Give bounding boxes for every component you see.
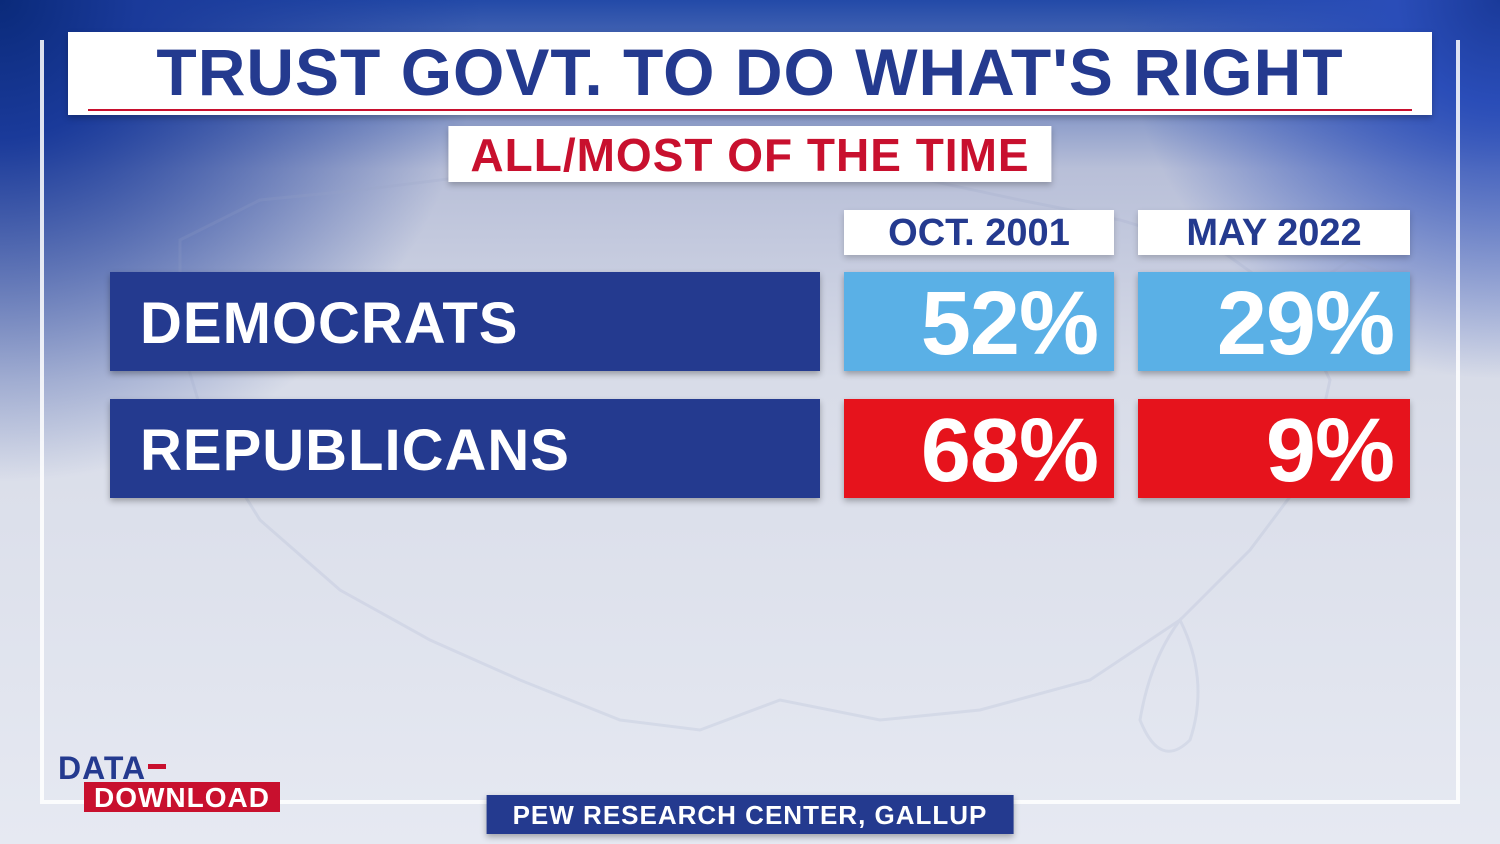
row-label-republicans: REPUBLICANS — [110, 399, 820, 498]
main-title: TRUST GOVT. TO DO WHAT'S RIGHT — [88, 38, 1412, 107]
cell-republicans-2022: 9% — [1138, 399, 1410, 498]
cell-democrats-2001: 52% — [844, 272, 1114, 371]
column-headers: OCT. 2001 MAY 2022 — [844, 210, 1410, 255]
cell-republicans-2001: 68% — [844, 399, 1114, 498]
subtitle: ALL/MOST OF THE TIME — [470, 128, 1029, 182]
logo-line1: DATA — [58, 750, 146, 786]
logo-line2: DOWNLOAD — [84, 782, 280, 812]
table-row: REPUBLICANS 68% 9% — [110, 399, 1410, 498]
column-header-2: MAY 2022 — [1138, 210, 1410, 255]
table-row: DEMOCRATS 52% 29% — [110, 272, 1410, 371]
table-rows: DEMOCRATS 52% 29% REPUBLICANS 68% 9% — [110, 272, 1410, 498]
cell-democrats-2022: 29% — [1138, 272, 1410, 371]
row-label-democrats: DEMOCRATS — [110, 272, 820, 371]
source-attribution: PEW RESEARCH CENTER, GALLUP — [487, 795, 1014, 834]
title-box: TRUST GOVT. TO DO WHAT'S RIGHT — [68, 32, 1432, 115]
data-download-logo: DATA DOWNLOAD — [58, 752, 280, 812]
logo-cursor-icon — [148, 764, 166, 769]
column-header-1: OCT. 2001 — [844, 210, 1114, 255]
title-underline — [88, 109, 1412, 111]
subtitle-box: ALL/MOST OF THE TIME — [448, 126, 1051, 182]
